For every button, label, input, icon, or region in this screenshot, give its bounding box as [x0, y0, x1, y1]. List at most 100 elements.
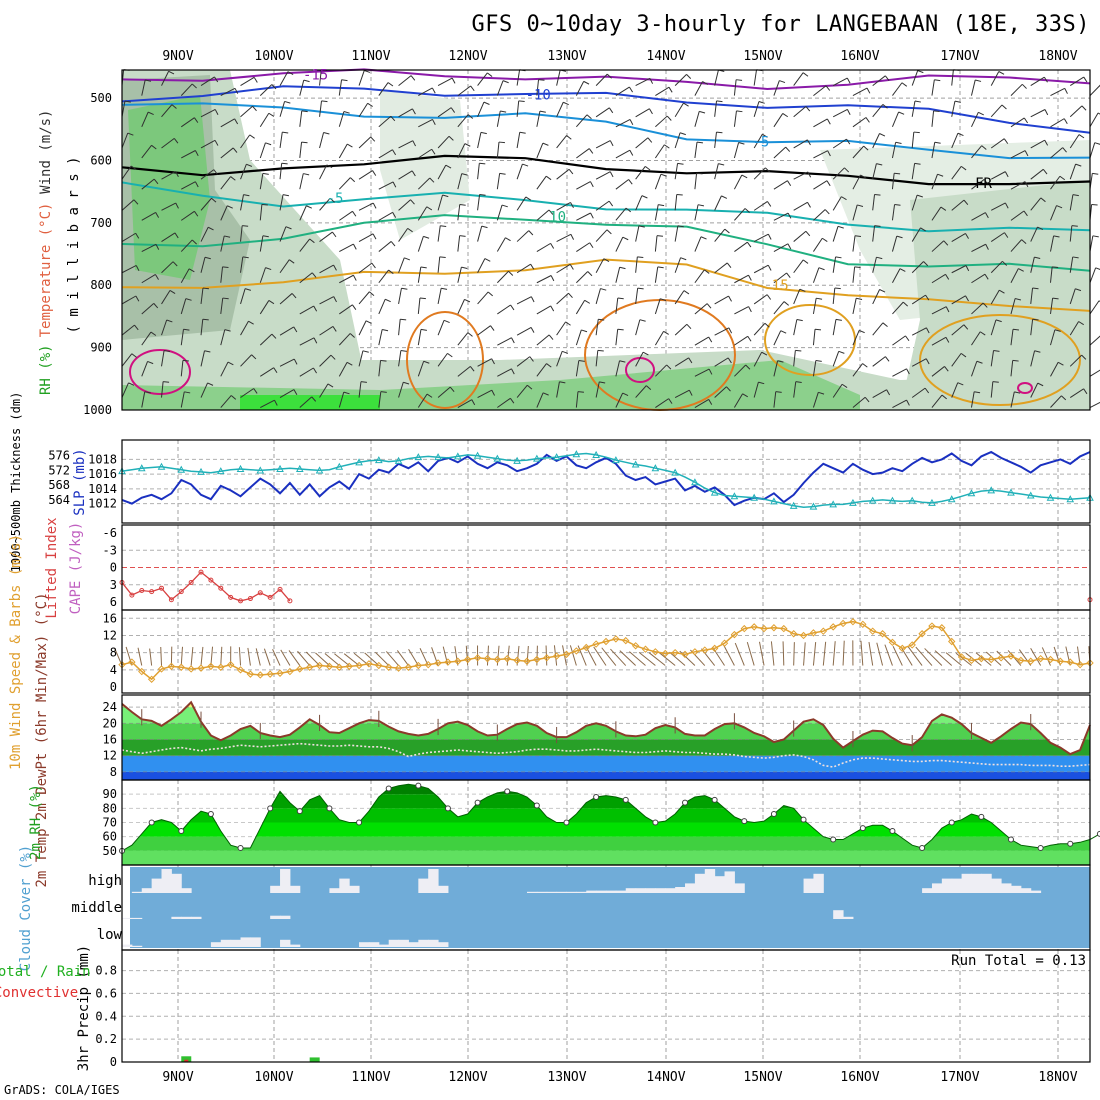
wind-barb — [378, 82, 389, 96]
wind-barb — [339, 210, 353, 221]
wind-barb — [358, 381, 362, 398]
wind-barb — [714, 163, 719, 180]
wind-barb — [674, 290, 685, 305]
cloud-cell-high — [546, 891, 558, 893]
thickness-point — [374, 456, 383, 464]
wind-barb — [1030, 197, 1042, 211]
thickness-point — [276, 464, 284, 472]
wind-barb — [378, 269, 389, 284]
wind-barb-flag — [787, 180, 792, 187]
wind-barb — [753, 133, 763, 149]
wind-barb — [418, 148, 433, 159]
wind-barb — [951, 69, 954, 86]
precip-convective-bar — [184, 1059, 189, 1062]
wind-barb — [417, 206, 428, 221]
wind-barb — [220, 266, 224, 283]
wind-barb-flag — [309, 238, 315, 244]
lifted-index-point — [149, 589, 155, 595]
wind-barb — [161, 232, 176, 242]
wind-barb — [872, 322, 884, 336]
wind-barb — [674, 102, 684, 118]
wind-barb — [496, 173, 501, 190]
surface-wind-barb — [822, 641, 827, 666]
wind-barb-flag — [367, 102, 373, 107]
wind-barb — [279, 163, 283, 180]
wind-barb-flag — [895, 141, 902, 144]
wind-barb — [595, 200, 610, 211]
wind-barb-flag — [550, 275, 555, 282]
wind-barb — [655, 398, 669, 408]
wind-barb-flag — [807, 171, 812, 178]
wind-barb — [220, 87, 236, 97]
wind-barb-flag — [303, 79, 310, 83]
wind-barb-flag — [242, 256, 249, 259]
cloud-cell-low — [408, 942, 419, 947]
rh-point — [1037, 845, 1044, 851]
wind-barb-flag — [261, 203, 268, 206]
wind-barb — [892, 399, 907, 408]
wind-barb-flag — [133, 199, 139, 205]
wind-barb — [497, 368, 512, 377]
wind-barb — [338, 143, 348, 159]
wind-speed-point — [384, 663, 393, 671]
wind-barb-flag — [716, 131, 723, 134]
wind-barb — [931, 273, 946, 284]
wind-barb-flag — [548, 334, 554, 340]
surface-wind-barb — [324, 653, 340, 666]
wind-barb-flag — [894, 172, 901, 175]
wind-barb-flag — [565, 321, 571, 326]
wind-barb-flag — [586, 114, 592, 120]
rh-ylabel: 2m RH (%) — [28, 784, 44, 860]
wind-barb — [121, 199, 135, 211]
wind-barb — [279, 194, 284, 211]
wind-barb-flag — [901, 82, 908, 87]
wind-barb — [852, 266, 856, 283]
surface-wind-barb — [149, 648, 153, 666]
wind-barb — [259, 84, 273, 96]
wind-barb — [417, 329, 422, 346]
wind-barb — [1089, 267, 1097, 283]
wind-barb — [635, 166, 646, 180]
wind-barb-flag — [501, 204, 508, 208]
thickness-point — [137, 464, 146, 472]
slp-tick-label: 1016 — [88, 467, 117, 481]
wind-barb — [1069, 76, 1085, 87]
lifted-index-point — [257, 590, 263, 596]
wind-barb — [911, 132, 915, 149]
wind-barb-flag — [1072, 256, 1079, 259]
wind-barb-flag — [169, 289, 176, 295]
surface-wind-barb — [648, 652, 666, 666]
wind-barb — [516, 230, 530, 242]
lifted-index-point — [228, 594, 234, 600]
wind-barb-flag — [293, 326, 298, 333]
pressure-tick-label: 800 — [90, 278, 112, 292]
wind-barb-flag — [802, 72, 809, 77]
surface-wind-barb — [812, 642, 817, 666]
wind-barb-flag — [172, 261, 178, 267]
wind-barb — [161, 171, 176, 180]
wind-barb — [911, 327, 927, 336]
wind-barb — [200, 382, 209, 398]
wind-barb-flag — [807, 139, 811, 146]
wind-barb — [793, 230, 807, 242]
wind-barb-flag — [548, 209, 554, 215]
wind-barb — [240, 320, 249, 336]
isotherm-label: -5 — [327, 191, 344, 207]
top-date-label: 9NOV — [162, 49, 193, 64]
wind-barb — [911, 100, 916, 117]
wind-barb — [259, 267, 266, 283]
wind-barb — [931, 336, 947, 346]
cloud-cell-low — [428, 939, 439, 947]
isotherm-line — [121, 85, 1091, 134]
wind-barb-flag — [289, 259, 295, 264]
rh-point — [859, 825, 866, 832]
top-date-label: 11NOV — [351, 49, 390, 64]
surface-wind-barb — [860, 640, 864, 666]
wind-barb — [852, 204, 858, 221]
wind-barb-flag — [641, 195, 648, 199]
wind-barb — [1049, 298, 1054, 315]
wind-barb — [655, 115, 668, 128]
wind-barb-flag — [333, 264, 337, 271]
wind-barb-flag — [937, 173, 944, 177]
wind-speed-point — [720, 639, 729, 647]
